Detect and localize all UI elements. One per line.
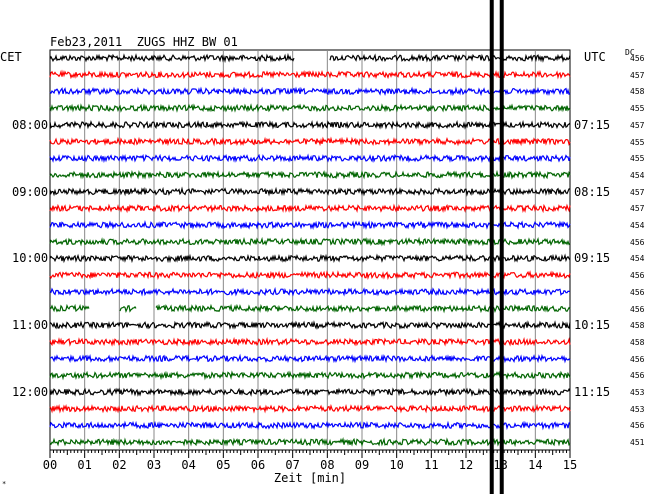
- trace-0: [49, 52, 571, 64]
- right-time-label: 10:15: [574, 318, 611, 333]
- plot-title: Feb23,2011 ZUGS HHZ BW 01: [50, 35, 238, 49]
- left-time-label: 09:00: [12, 184, 49, 199]
- x-tick-label-09: 09: [354, 458, 370, 472]
- trace-12: [49, 253, 571, 264]
- x-tick-label-10: 10: [389, 458, 404, 472]
- left-time-label: 11:00: [12, 318, 49, 333]
- trace-10: [49, 220, 571, 231]
- dc-value: 458: [630, 87, 645, 97]
- dc-value: 455: [630, 137, 645, 147]
- x-tick-label-01: 01: [77, 458, 92, 472]
- trace-21: [49, 403, 571, 414]
- trace-6: [49, 153, 571, 164]
- x-tick-label-00: 00: [42, 458, 58, 472]
- x-tick-label-07: 07: [285, 458, 300, 472]
- trace-19: [49, 370, 571, 381]
- right-time-label: 08:15: [574, 184, 611, 199]
- left-time-label: 12:00: [12, 385, 49, 399]
- x-tick-label-05: 05: [216, 458, 231, 472]
- x-tick-label-06: 06: [250, 458, 266, 472]
- dc-value: 456: [630, 237, 645, 247]
- dc-value: 453: [630, 388, 645, 397]
- right-timezone-label: UTC: [584, 50, 606, 64]
- dc-value: 451: [630, 438, 645, 448]
- right-time-label: 07:15: [574, 117, 611, 132]
- x-tick-label-08: 08: [320, 458, 335, 472]
- dc-value: 457: [630, 187, 645, 197]
- trace-11: [49, 236, 571, 247]
- dc-value: 457: [630, 70, 645, 80]
- dc-value: 456: [630, 354, 645, 364]
- trace-23: [49, 437, 571, 448]
- x-axis-title: Zeit [min]: [273, 471, 347, 485]
- trace-14: [49, 286, 571, 297]
- dc-value: 454: [630, 170, 645, 180]
- trace-17: [49, 336, 571, 347]
- dc-value: 456: [630, 421, 645, 431]
- dc-value: 456: [630, 304, 645, 314]
- x-tick-label-14: 14: [528, 458, 543, 472]
- right-time-label: 11:15: [574, 385, 611, 399]
- trace-16: [49, 320, 571, 331]
- trace-22: [49, 420, 571, 431]
- dc-value: 453: [630, 404, 645, 414]
- trace-20: [49, 387, 571, 397]
- trace-8: [49, 186, 571, 197]
- x-tick-label-03: 03: [146, 458, 162, 472]
- dc-value: 456: [630, 271, 645, 281]
- trace-13: [49, 270, 571, 281]
- dc-value: 457: [630, 204, 645, 214]
- right-time-label: 09:15: [574, 251, 611, 266]
- x-tick-label-02: 02: [112, 458, 127, 472]
- dc-value: 457: [630, 120, 645, 130]
- trace-18: [49, 353, 571, 364]
- x-tick-label-04: 04: [181, 458, 196, 472]
- x-tick-label-13: 13: [493, 458, 508, 472]
- dc-value: 454: [630, 254, 645, 264]
- dc-value: 454: [630, 221, 645, 230]
- trace-7: [49, 169, 571, 180]
- dc-value: 458: [630, 337, 645, 347]
- x-tick-label-11: 11: [424, 458, 439, 472]
- dc-value: 455: [630, 104, 645, 114]
- trace-4: [49, 119, 571, 130]
- dc-value: 455: [630, 154, 645, 164]
- trace-3: [49, 103, 571, 113]
- dc-column-label: DC: [625, 48, 635, 57]
- trace-1: [49, 69, 571, 80]
- left-time-label: 08:00: [12, 117, 49, 132]
- x-tick-label-15: 15: [562, 458, 578, 472]
- left-timezone-label: CET: [0, 50, 22, 64]
- dc-value: 458: [630, 321, 645, 331]
- trace-5: [49, 136, 571, 147]
- trace-9: [49, 203, 571, 214]
- x-tick-label-12: 12: [458, 458, 474, 472]
- corner-mark: *: [2, 480, 7, 488]
- dc-value: 456: [630, 371, 645, 381]
- trace-2: [49, 86, 571, 97]
- dc-value: 456: [630, 54, 645, 63]
- left-time-label: 10:00: [12, 251, 49, 266]
- dc-value: 456: [630, 287, 645, 297]
